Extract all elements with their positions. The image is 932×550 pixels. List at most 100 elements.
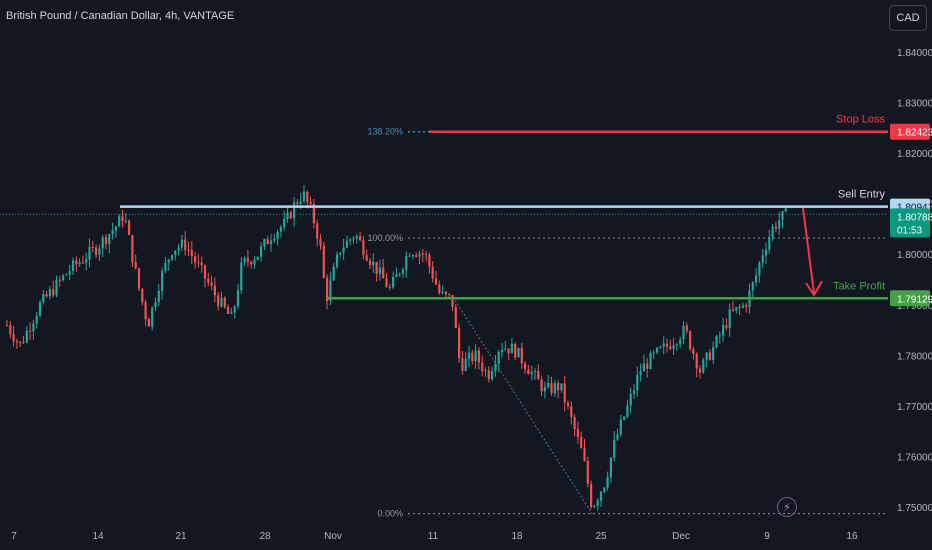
candle-body-99 — [332, 266, 335, 281]
candle-body-113 — [378, 267, 381, 274]
candle-body-142 — [474, 350, 477, 361]
candle-body-234 — [778, 220, 781, 229]
candle-body-154 — [514, 344, 517, 358]
candle-body-187 — [623, 416, 626, 420]
candle-body-80 — [269, 240, 273, 245]
candle-body-30 — [104, 237, 108, 244]
candle-body-48 — [164, 262, 167, 271]
candle-body-53 — [180, 239, 183, 248]
candle-body-88 — [296, 202, 299, 204]
candle-body-28 — [98, 248, 101, 255]
candle-body-224 — [745, 305, 748, 307]
candle-body-56 — [190, 250, 193, 257]
candle-body-5 — [22, 341, 25, 343]
candle-body-12 — [45, 294, 48, 297]
candle-body-114 — [382, 267, 385, 279]
candle-body-76 — [256, 256, 259, 260]
time-tick-0: 7 — [11, 531, 17, 542]
lightning-icon[interactable]: ⚡︎ — [777, 497, 797, 517]
candle-body-79 — [266, 239, 269, 245]
candle-body-105 — [352, 238, 355, 240]
candle-body-24 — [85, 259, 88, 263]
candle-body-101 — [339, 252, 342, 255]
candle-body-95 — [319, 238, 322, 246]
candle-body-200 — [665, 343, 669, 347]
candle-body-11 — [42, 294, 45, 303]
candle-body-10 — [38, 302, 42, 316]
candle-body-169 — [563, 383, 566, 403]
candle-body-7 — [29, 330, 32, 332]
time-tick-2: 21 — [175, 531, 187, 542]
candle-body-221 — [735, 307, 738, 311]
candle-body-174 — [580, 436, 583, 449]
time-axis[interactable]: 7 14 21 28 Nov 11 18 25 Dec 9 16 — [11, 531, 858, 542]
candle-body-178 — [593, 506, 596, 507]
candle-body-69 — [233, 306, 236, 313]
candle-body-57 — [194, 256, 197, 263]
fib-label-100: 100.00% — [367, 233, 403, 243]
candle-body-74 — [250, 261, 253, 265]
candle-body-26 — [91, 247, 94, 248]
candle-body-176 — [586, 460, 589, 484]
candle-body-47 — [161, 270, 164, 291]
bar-countdown: 01:53 — [897, 225, 922, 236]
candle-body-185 — [616, 434, 619, 440]
candle-body-1 — [9, 325, 12, 334]
candle-body-83 — [279, 227, 282, 232]
candle-body-232 — [771, 226, 774, 238]
currency-button[interactable]: CAD — [889, 5, 927, 31]
candle-body-4 — [19, 341, 22, 343]
candle-body-229 — [761, 255, 764, 263]
candle-body-90 — [302, 191, 306, 202]
candle-body-218 — [725, 325, 728, 328]
candle-body-40 — [137, 268, 141, 289]
candle-body-98 — [329, 280, 332, 301]
candle-body-214 — [712, 347, 715, 360]
candle-body-131 — [438, 284, 441, 293]
candle-body-186 — [619, 419, 622, 435]
sell-entry-label: Sell Entry — [838, 189, 886, 201]
time-tick-4: Nov — [324, 531, 342, 542]
candle-body-162 — [540, 379, 543, 392]
candle-body-134 — [448, 293, 451, 295]
candle-body-133 — [444, 291, 447, 294]
candle-body-92 — [309, 202, 312, 205]
candle-body-97 — [326, 277, 329, 301]
candle-body-194 — [646, 363, 649, 369]
candle-body-65 — [220, 297, 223, 307]
candle-body-50 — [170, 255, 174, 260]
candle-body-213 — [708, 352, 711, 360]
candle-body-75 — [253, 260, 256, 265]
candle-body-3 — [15, 341, 18, 343]
candle-body-49 — [167, 259, 170, 263]
time-tick-3: 28 — [259, 531, 271, 542]
candle-body-192 — [639, 371, 642, 375]
candle-body-160 — [533, 370, 537, 372]
candle-body-87 — [293, 202, 296, 218]
candle-body-45 — [154, 302, 157, 308]
candle-body-78 — [263, 239, 266, 247]
candle-body-198 — [659, 346, 662, 348]
candle-body-94 — [316, 223, 319, 239]
candle-body-228 — [758, 262, 761, 276]
candle-body-128 — [428, 254, 431, 267]
candle-body-152 — [507, 348, 510, 354]
candle-body-149 — [497, 352, 500, 364]
candle-body-14 — [52, 289, 55, 296]
time-tick-1: 14 — [92, 531, 104, 542]
candle-body-64 — [217, 295, 220, 307]
candle-body-165 — [550, 383, 553, 394]
candle-body-217 — [722, 325, 725, 336]
candle-body-84 — [283, 219, 286, 228]
candle-body-121 — [405, 256, 408, 270]
sell-arrow — [802, 207, 815, 294]
candle-body-173 — [576, 429, 579, 437]
stop-loss-price-tag: 1.82423 — [890, 123, 932, 140]
time-tick-6: 18 — [511, 531, 523, 542]
candle-body-93 — [312, 204, 315, 224]
candle-body-126 — [421, 253, 424, 255]
candle-body-226 — [751, 282, 754, 291]
candle-body-236 — [784, 208, 787, 212]
sell-arrow-head — [805, 280, 823, 297]
